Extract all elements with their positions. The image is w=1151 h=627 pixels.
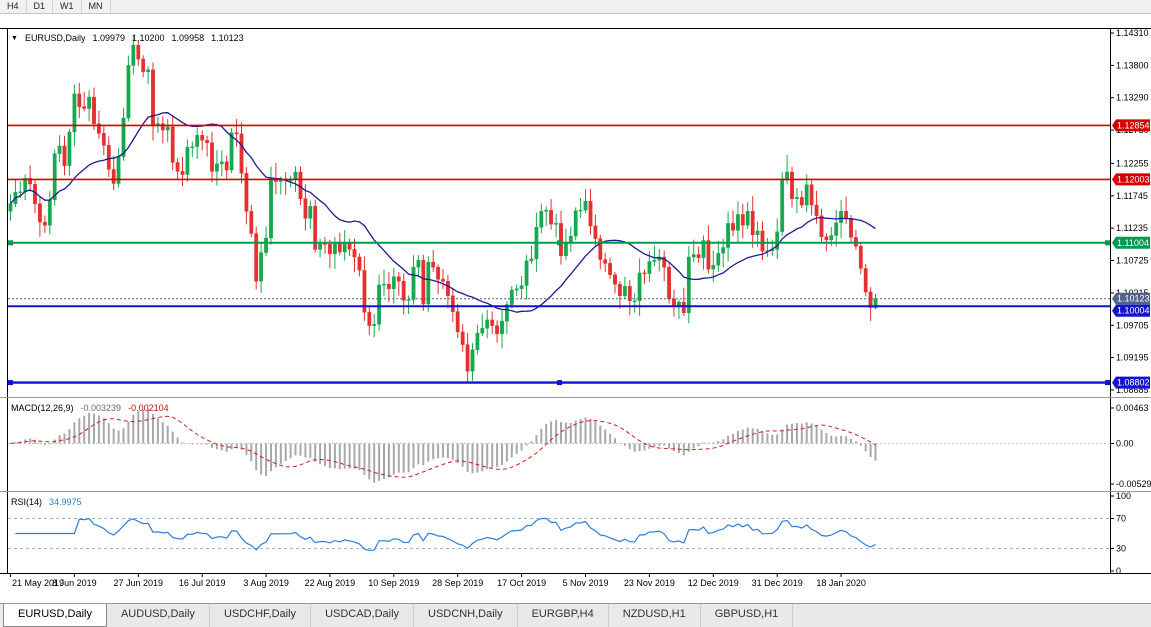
macd-signal-value: -0.002104 [128,403,169,413]
ohlc-open: 1.09979 [92,33,125,43]
symbol-dropdown-icon[interactable]: ▼ [11,34,18,42]
tab-eurgbp-h4[interactable]: EURGBP,H4 [518,604,609,627]
tab-usdchf-daily[interactable]: USDCHF,Daily [210,604,312,627]
chart-legend: ▼ EURUSD,Daily 1.09979 1.10200 1.09958 1… [11,33,244,43]
date-axis-label: 17 Oct 2019 [497,578,546,588]
hline-handle[interactable] [557,380,562,386]
date-axis-label: 12 Dec 2019 [688,578,739,588]
price-tag-1.10004 [1112,304,1150,317]
moving-average-line [10,112,876,313]
price-axis-label: 1.12255 [1116,158,1149,168]
date-axis-label: 22 Aug 2019 [305,578,356,588]
rsi-line [15,517,876,552]
timeframe-button-w1[interactable]: W1 [53,0,82,13]
hline-handle[interactable] [1105,240,1110,246]
price-axis-label: 1.09195 [1116,353,1149,363]
price-axis-label: 1.11235 [1116,223,1148,233]
macd-label: MACD(12,26,9) -0.003239 -0.002104 [11,403,169,413]
tab-usdcad-daily[interactable]: USDCAD,Daily [311,604,415,627]
date-axis-label: 21 May 2019 [12,578,64,588]
price-axis-label: 1.10725 [1116,256,1149,266]
tab-audusd-daily[interactable]: AUDUSD,Daily [107,604,210,627]
date-axis-label: 8 Jun 2019 [52,578,97,588]
price-axis-label: 1.11745 [1116,191,1148,201]
date-axis-label: 28 Sep 2019 [432,578,483,588]
price-tag-1.12003 [1112,173,1150,186]
price-tag-1.11004 [1112,236,1150,249]
timeframe-button-d1[interactable]: D1 [27,0,54,13]
timeframe-button-mn[interactable]: MN [82,0,111,13]
hline-handle[interactable] [1105,380,1110,386]
ohlc-close: 1.10123 [211,33,244,43]
chart-tab-bar: EURUSD,Daily AUDUSD,Daily USDCHF,Daily U… [0,603,1151,627]
price-tag-label: 1.08802 [1117,378,1150,388]
date-axis-label: 10 Sep 2019 [368,578,419,588]
price-tag-label: 1.11004 [1117,238,1149,248]
price-tag-1.12854 [1112,119,1150,132]
rsi-axis-label: 0 [1116,566,1121,576]
date-axis-label: 31 Dec 2019 [752,578,803,588]
price-axis-label: 1.13800 [1116,60,1149,70]
price-axis-label: 1.09705 [1116,320,1149,330]
macd-axis-label: 0.00463 [1116,403,1149,413]
rsi-title: RSI(14) [11,497,43,507]
date-axis-label: 3 Aug 2019 [243,578,289,588]
chart-area[interactable]: 1.143101.138001.132901.127801.122551.117… [0,14,1151,603]
price-tag-1.10123 [1112,292,1150,305]
main-price-panel [8,34,1110,386]
macd-axis-label: 0.00 [1116,439,1134,449]
macd-title: MACD(12,26,9) [11,403,74,413]
rsi-label: RSI(14) 34.9975 [11,497,82,507]
price-tag-label: 1.12003 [1117,174,1150,184]
symbol-title: EURUSD,Daily [24,33,86,43]
rsi-value: 34.9975 [49,497,82,507]
price-tag-label: 1.10123 [1117,294,1150,304]
date-axis-label: 16 Jul 2019 [179,578,226,588]
macd-histogram [14,408,877,483]
date-axis-label: 27 Jun 2019 [114,578,164,588]
date-axis-label: 23 Nov 2019 [624,578,675,588]
tab-nzdusd-h1[interactable]: NZDUSD,H1 [609,604,701,627]
rsi-axis-label: 70 [1116,514,1126,524]
tab-eurusd-daily[interactable]: EURUSD,Daily [3,604,107,627]
price-axis-label: 1.13290 [1116,93,1149,103]
price-chart-canvas[interactable]: 1.143101.138001.132901.127801.122551.117… [0,14,1151,603]
rsi-axis-label: 100 [1116,491,1131,501]
date-axis-label: 5 Nov 2019 [562,578,608,588]
rsi-axis-label: 30 [1116,544,1126,554]
macd-axis-label: -0.00529 [1116,479,1151,489]
ohlc-low: 1.09958 [171,33,205,43]
hline-handle[interactable] [557,240,562,246]
hline-handle[interactable] [8,240,13,246]
hline-handle[interactable] [8,380,13,386]
price-axis-label: 1.14310 [1116,28,1149,38]
macd-main-value: -0.003239 [80,403,122,413]
price-tag-label: 1.10004 [1117,306,1150,316]
price-axis-label: 1.08685 [1116,385,1149,395]
date-axis-label: 18 Jan 2020 [816,578,866,588]
macd-signal-line [10,415,876,478]
ohlc-high: 1.10200 [132,33,165,43]
tab-usdcnh-daily[interactable]: USDCNH,Daily [414,604,518,627]
price-tag-label: 1.12854 [1117,120,1150,130]
candlestick-series [8,34,878,384]
timeframe-button-h4[interactable]: H4 [0,0,27,13]
price-tag-1.08802 [1112,376,1150,389]
timeframe-toolbar: H4 D1 W1 MN [0,0,1151,14]
tab-gbpusd-h1[interactable]: GBPUSD,H1 [701,604,794,627]
